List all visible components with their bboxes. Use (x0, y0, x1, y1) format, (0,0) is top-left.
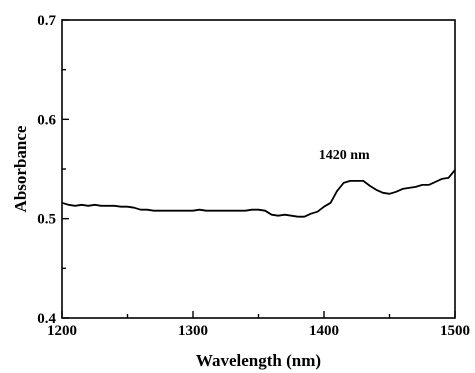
ticks-layer (61, 19, 456, 319)
x-tick-label: 1400 (309, 323, 339, 339)
x-tick-label: 1300 (178, 323, 208, 339)
y-tick-label: 0.7 (37, 13, 56, 29)
absorbance-series-line (61, 169, 456, 218)
y-axis-title: Absorbance (11, 125, 30, 212)
y-tick-label: 0.4 (37, 311, 56, 327)
x-axis-title: Wavelength (nm) (196, 351, 321, 370)
x-tick-label: 1500 (440, 323, 470, 339)
x-tick-label: 1200 (47, 323, 77, 339)
y-tick-label: 0.5 (37, 212, 56, 228)
labels-layer: 1200 1300 1400 1500 0.4 0.5 0.6 0.7 1420 nm (37, 13, 470, 339)
peak-annotation: 1420 nm (319, 148, 370, 163)
y-tick-label: 0.6 (37, 112, 56, 128)
plot-frame (61, 19, 456, 319)
